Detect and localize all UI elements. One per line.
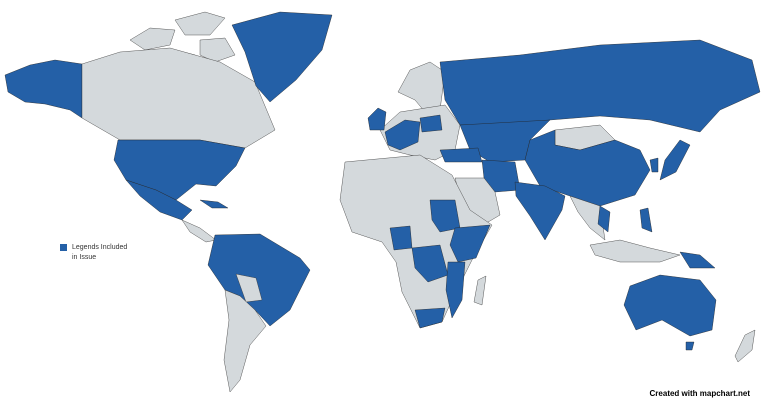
- country-japan: [659, 139, 691, 181]
- country-alaska: [4, 59, 83, 119]
- country-sudan: [429, 199, 461, 233]
- country-philippines: [639, 207, 653, 233]
- country-dr-congo: [411, 244, 449, 283]
- country-south-africa: [414, 307, 446, 329]
- southern-cone: [223, 289, 267, 393]
- country-madagascar: [473, 275, 487, 306]
- legend-label: Legends Included in Issue: [72, 244, 128, 261]
- mapchart-credit: Created with mapchart.net: [649, 389, 750, 398]
- country-usa: [113, 139, 246, 201]
- country-korea: [649, 157, 659, 173]
- country-india: [514, 181, 566, 241]
- country-tasmania: [685, 341, 695, 351]
- country-russia: [439, 39, 761, 133]
- country-vietnam-cambodia: [597, 205, 611, 233]
- southeast-asia: [569, 195, 606, 241]
- country-poland: [419, 114, 443, 133]
- central-america: [181, 219, 217, 243]
- country-nigeria: [389, 225, 413, 251]
- map-legend: Legends Included in Issue: [60, 243, 132, 263]
- country-indonesia: [589, 239, 681, 263]
- country-horn-of-africa: [449, 224, 491, 263]
- country-new-zealand: [734, 329, 756, 363]
- country-france-germany: [384, 119, 421, 151]
- country-mexico: [125, 179, 193, 221]
- country-cuba: [199, 199, 229, 209]
- country-tanzania-mozambique: [445, 261, 466, 319]
- country-turkey: [439, 147, 483, 163]
- country-australia: [623, 274, 717, 337]
- south-america-north: [207, 233, 311, 327]
- scandinavia: [397, 61, 446, 113]
- legend-swatch: [60, 244, 67, 251]
- country-iran: [481, 159, 521, 193]
- country-canada: [81, 47, 276, 149]
- country-bolivia-paraguay: [235, 273, 263, 303]
- country-greenland: [231, 11, 333, 103]
- country-uk-ireland: [367, 107, 387, 131]
- country-papua-new-guinea: [679, 251, 716, 269]
